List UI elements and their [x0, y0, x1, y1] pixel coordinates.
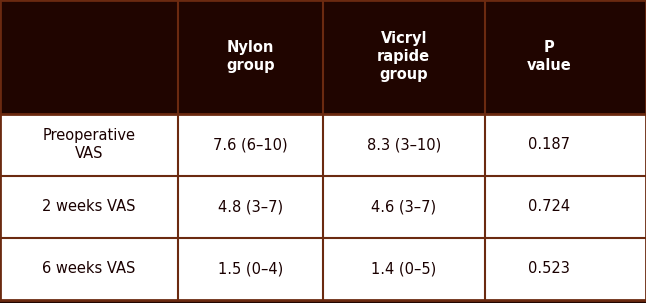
Text: 6 weeks VAS: 6 weeks VAS [42, 261, 136, 276]
Text: 0.187: 0.187 [528, 137, 570, 152]
Text: Preoperative
VAS: Preoperative VAS [43, 128, 135, 161]
Text: 8.3 (3–10): 8.3 (3–10) [367, 137, 441, 152]
Text: 0.724: 0.724 [528, 199, 570, 214]
Text: 4.6 (3–7): 4.6 (3–7) [371, 199, 436, 214]
Text: 0.523: 0.523 [528, 261, 570, 276]
Text: Nylon
group: Nylon group [226, 40, 275, 73]
Bar [0, 176, 646, 238]
Text: 4.8 (3–7): 4.8 (3–7) [218, 199, 283, 214]
Text: 1.5 (0–4): 1.5 (0–4) [218, 261, 283, 276]
Text: 1.4 (0–5): 1.4 (0–5) [371, 261, 437, 276]
Bar [0, 114, 646, 176]
Bar [0, 238, 646, 300]
Bar [0, 0, 646, 114]
Text: 7.6 (6–10): 7.6 (6–10) [213, 137, 287, 152]
Text: 2 weeks VAS: 2 weeks VAS [42, 199, 136, 214]
Text: Vicryl
rapide
group: Vicryl rapide group [377, 31, 430, 82]
Text: P
value: P value [526, 40, 572, 73]
